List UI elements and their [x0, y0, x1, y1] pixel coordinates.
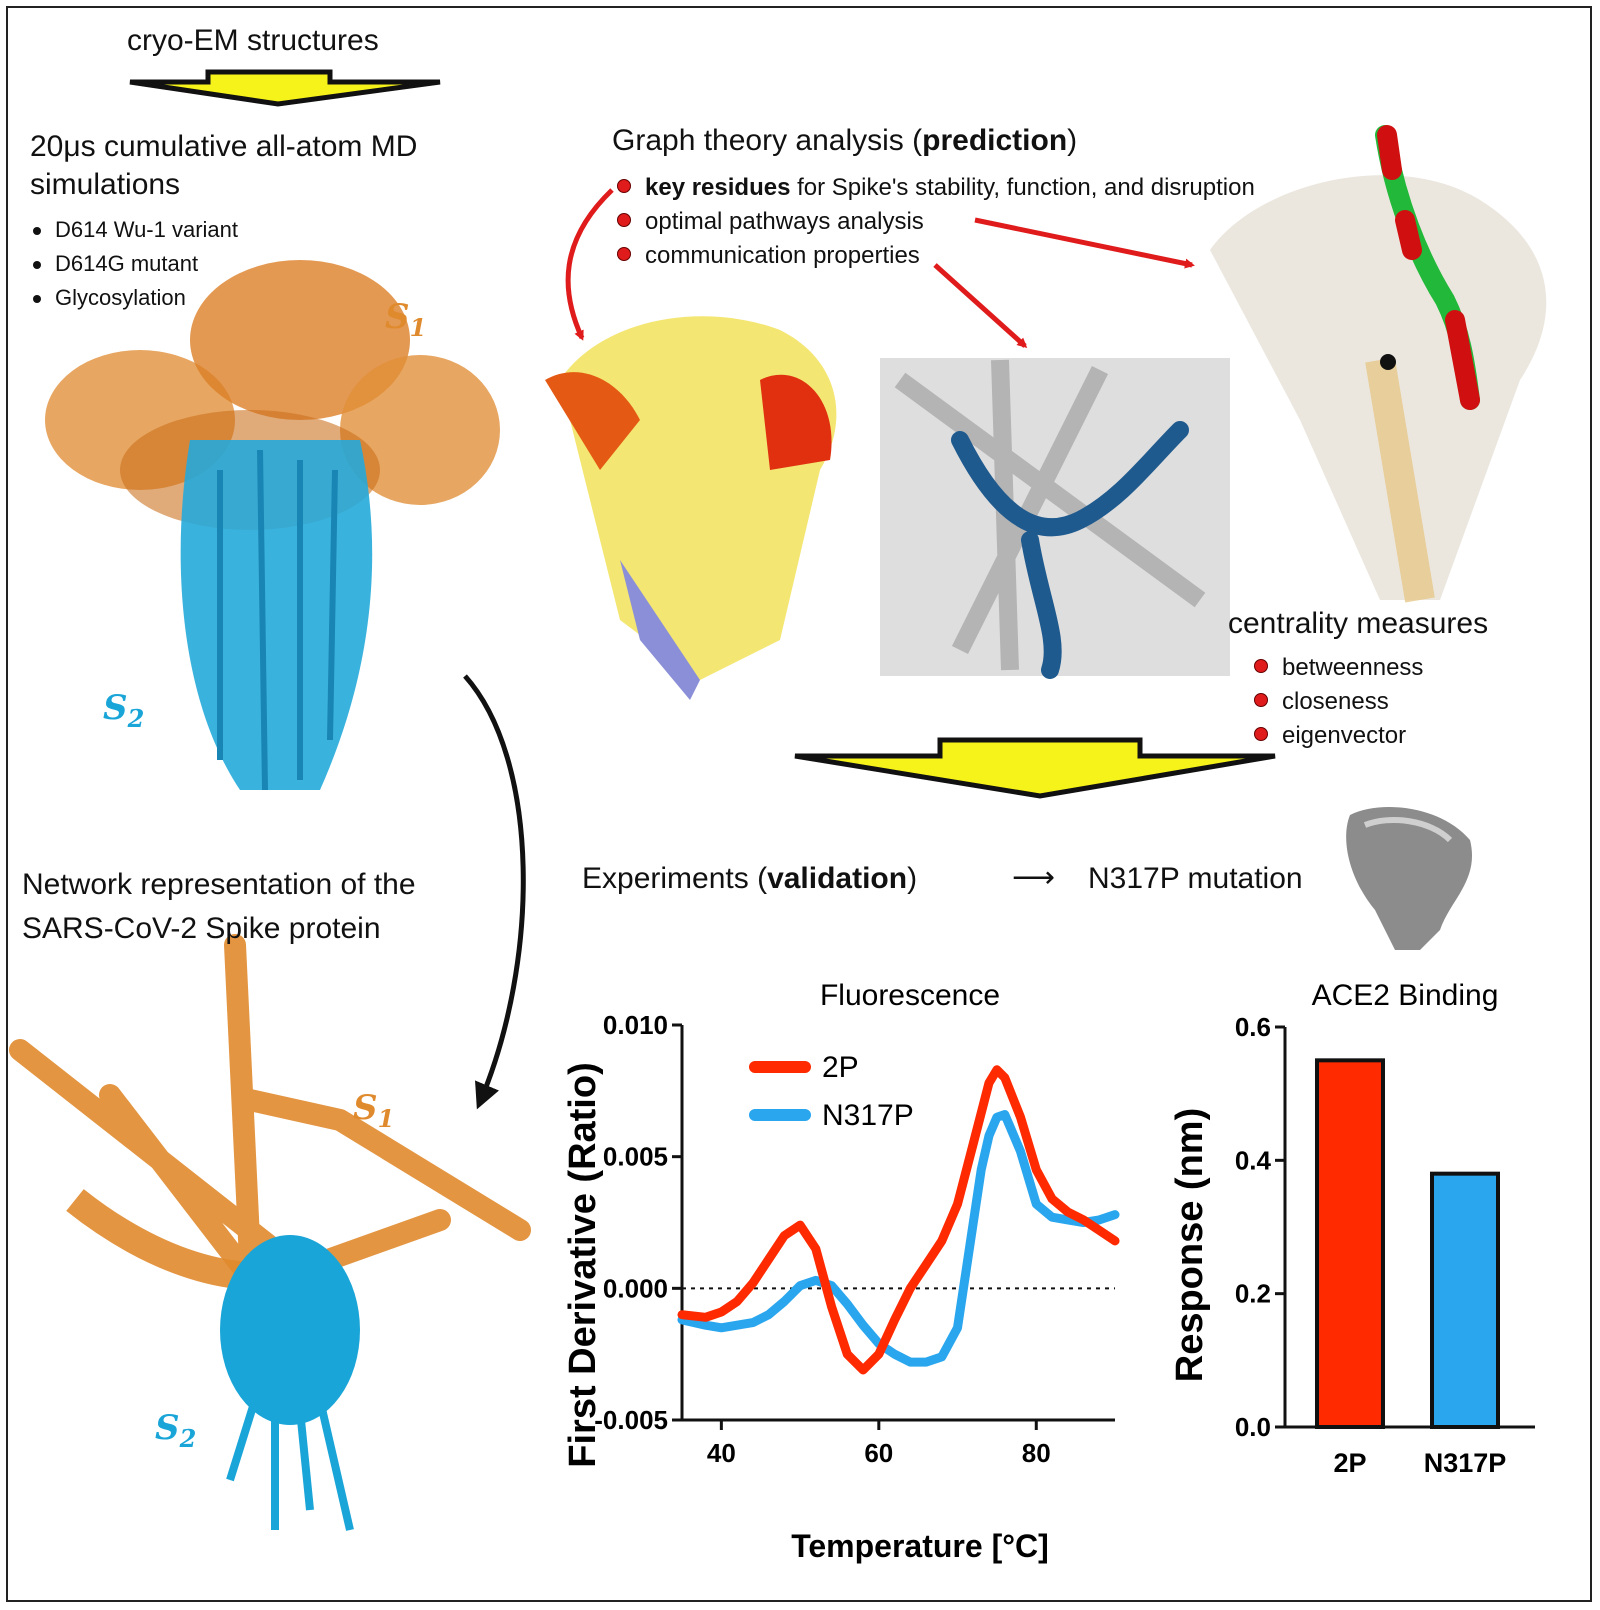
centrality-structure-image — [1210, 125, 1547, 603]
fluorescence-chart: Fluorescence First Derivative (Ratio) Te… — [562, 979, 1120, 1564]
md-title: 20μs cumulative all-atom MD simulations — [30, 128, 417, 204]
y-axis-label: First Derivative (Ratio) — [562, 1062, 604, 1467]
x-tick-label: 60 — [864, 1438, 893, 1468]
key-residues-structure-image — [545, 316, 837, 700]
s1-label-top: S1 — [385, 297, 427, 342]
chart-title: ACE2 Binding — [1312, 979, 1499, 1012]
pathway-closeup-image — [880, 358, 1230, 679]
md-title-line1: 20μs cumulative all-atom MD — [30, 130, 418, 163]
bar-2p — [1315, 1058, 1385, 1429]
ace2-chart: ACE2 Binding Response (nm) 0.60.40.20.0 … — [1169, 979, 1535, 1478]
down-arrow-top — [129, 69, 441, 107]
red-arrow-left — [565, 188, 614, 341]
spike-structure-image — [45, 260, 500, 791]
bar-n317p — [1430, 1171, 1500, 1429]
md-item-1: D614 Wu-1 variant — [32, 217, 239, 242]
centrality-item-eigenvector: eigenvector — [1254, 722, 1406, 750]
black-curved-arrow — [463, 674, 526, 1110]
legend-label-n317p: N317P — [822, 1099, 914, 1132]
md-item-3: Glycosylation — [33, 285, 186, 310]
x-tick-label: N317P — [1424, 1448, 1507, 1478]
y-axis-label: Response (nm) — [1169, 1108, 1211, 1382]
graph-item-key-residues: key residues for Spike's stability, func… — [617, 174, 1255, 202]
x-tick-label: 40 — [707, 1438, 736, 1468]
graph-theory-title: Graph theory analysis (prediction) — [612, 124, 1078, 157]
graph-item-pathways: optimal pathways analysis — [617, 208, 924, 236]
network-graph-image — [9, 934, 531, 1531]
network-caption: Network representation of the SARS-CoV-2… — [22, 863, 416, 951]
red-arrow-center — [933, 263, 1028, 349]
mutation-label: N317P mutation — [1088, 862, 1303, 895]
chart-title: Fluorescence — [820, 979, 1000, 1012]
cryo-em-label: cryo-EM structures — [127, 24, 379, 57]
y-tick-label: 0.005 — [603, 1142, 668, 1172]
y-tick-label: 0.000 — [603, 1273, 668, 1303]
y-tick-label: 0.0 — [1235, 1412, 1271, 1442]
y-tick-label: 0.4 — [1235, 1145, 1272, 1175]
down-arrow-middle — [794, 737, 1276, 799]
figure-frame — [6, 6, 1592, 1602]
md-title-line2: simulations — [30, 168, 181, 201]
y-tick-label: 0.010 — [603, 1010, 668, 1040]
cryo-em-density-image — [1346, 807, 1473, 950]
s2-label-network: S2 — [155, 1408, 197, 1453]
x-tick-label: 2P — [1333, 1448, 1366, 1478]
graph-item-communication: communication properties — [617, 242, 920, 270]
centrality-item-betweenness: betweenness — [1254, 654, 1423, 682]
y-tick-label: 0.6 — [1235, 1012, 1271, 1042]
series-line-2p — [677, 1065, 1120, 1375]
network-caption-line1: Network representation of the — [22, 868, 416, 901]
s2-label-top: S2 — [103, 688, 145, 733]
legend-label-2p: 2P — [822, 1051, 859, 1084]
y-tick-label: 0.2 — [1235, 1279, 1271, 1309]
md-item-2: D614G mutant — [32, 251, 199, 276]
red-arrow-right — [974, 217, 1195, 269]
network-caption-line2: SARS-CoV-2 Spike protein — [22, 912, 381, 945]
s1-label-network: S1 — [353, 1088, 395, 1133]
series-line-n317p — [677, 1110, 1120, 1367]
experiments-arrow: ⟶ — [1012, 861, 1056, 894]
x-axis-label: Temperature [°C] — [791, 1528, 1049, 1564]
centrality-title: centrality measures — [1228, 607, 1489, 640]
experiments-label: Experiments (validation) — [582, 862, 918, 895]
x-tick-label: 80 — [1022, 1438, 1051, 1468]
y-tick-label: -0.005 — [594, 1405, 668, 1435]
centrality-item-closeness: closeness — [1254, 688, 1389, 716]
